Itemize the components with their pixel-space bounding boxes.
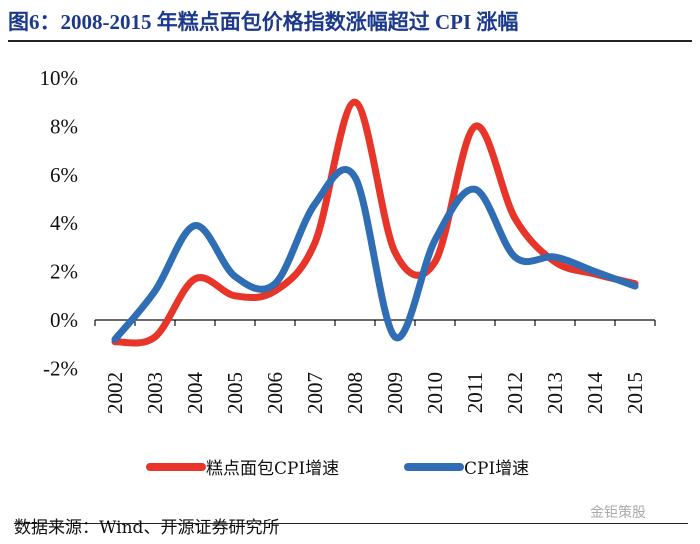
- title-divider: [8, 40, 692, 42]
- legend-label: CPI增速: [464, 459, 529, 479]
- x-tick-label: 2010: [423, 372, 447, 414]
- y-tick-label: 0%: [50, 308, 78, 332]
- watermark: 金钜策股: [590, 505, 646, 521]
- y-tick-label: 8%: [50, 114, 78, 138]
- y-tick-label: 6%: [50, 163, 78, 187]
- x-tick-label: 2004: [183, 372, 207, 415]
- y-tick-label: 4%: [50, 211, 78, 235]
- x-tick-label: 2007: [303, 372, 327, 414]
- x-tick-label: 2009: [383, 372, 407, 414]
- y-tick-label: -2%: [43, 356, 78, 380]
- x-tick-label: 2013: [543, 372, 567, 414]
- chart-title: 图6：2008-2015 年糕点面包价格指数涨幅超过 CPI 涨幅: [8, 10, 519, 34]
- x-tick-label: 2006: [263, 372, 287, 414]
- x-tick-label: 2015: [623, 372, 647, 414]
- x-tick-label: 2005: [223, 372, 247, 414]
- x-tick-label: 2008: [343, 372, 367, 414]
- x-tick-label: 2012: [503, 372, 527, 414]
- x-tick-label: 2002: [103, 372, 127, 414]
- legend-label: 糕点面包CPI增速: [206, 459, 339, 479]
- y-tick-label: 10%: [40, 66, 79, 90]
- x-tick-label: 2011: [463, 372, 487, 413]
- x-tick-label: 2014: [583, 372, 607, 415]
- series-line-1: [111, 166, 639, 343]
- series-line-0: [111, 98, 639, 347]
- source-divider: [14, 523, 688, 524]
- y-tick-label: 2%: [50, 260, 78, 284]
- x-tick-label: 2003: [143, 372, 167, 414]
- source-note: 数据来源：Wind、开源证券研究所: [14, 518, 280, 538]
